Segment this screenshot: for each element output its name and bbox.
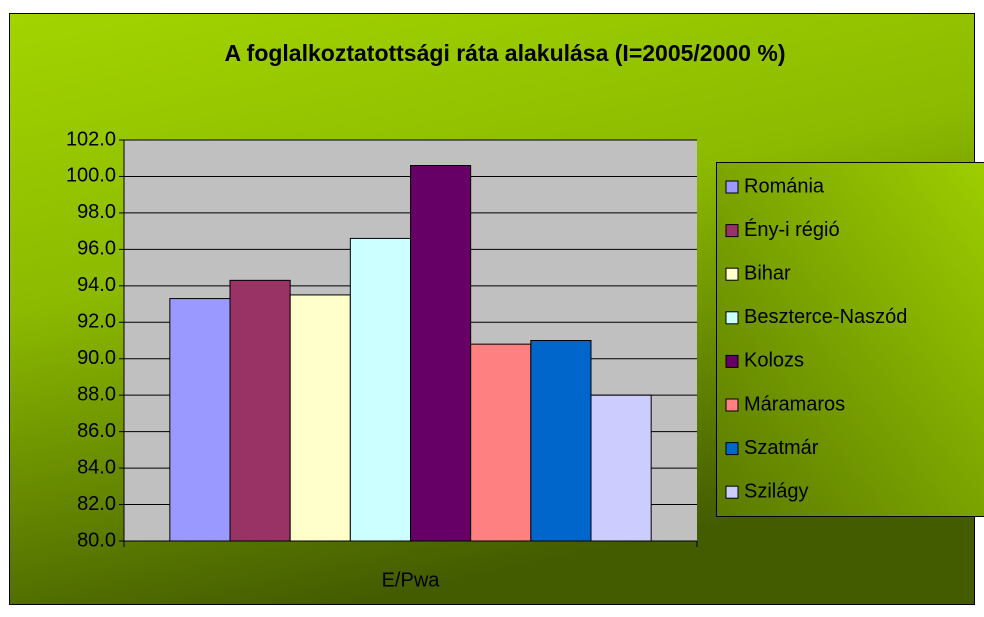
- legend: [716, 162, 984, 517]
- y-tick-label: 94.0: [77, 274, 116, 296]
- y-tick-label: 86.0: [77, 420, 116, 442]
- legend-label: Bihar: [744, 262, 791, 284]
- legend-swatch: [725, 442, 739, 456]
- bar: [349, 237, 411, 542]
- chart-title: A foglalkoztatottsági ráta alakulása (I=…: [225, 40, 786, 66]
- bar: [530, 340, 592, 542]
- bar: [590, 394, 652, 542]
- y-tick-label: 88.0: [77, 383, 116, 405]
- legend-swatch: [725, 224, 739, 238]
- legend-label: Beszterce-Naszód: [744, 306, 907, 328]
- bar: [289, 294, 351, 542]
- legend-label: Szatmár: [744, 437, 819, 459]
- legend-swatch: [725, 485, 739, 499]
- bar: [229, 279, 291, 542]
- bar: [410, 165, 472, 542]
- legend-swatch: [725, 180, 739, 194]
- legend-label: Ény-i régió: [744, 218, 840, 241]
- x-tick-label: E/Pwa: [382, 569, 441, 591]
- y-tick-label: 96.0: [77, 238, 116, 260]
- y-tick-label: 92.0: [77, 311, 116, 333]
- y-tick-label: 84.0: [77, 456, 116, 478]
- y-tick-label: 82.0: [77, 493, 116, 515]
- y-tick-label: 80.0: [77, 529, 116, 551]
- y-tick-label: 90.0: [77, 347, 116, 369]
- legend-label: Kolozs: [744, 350, 804, 372]
- legend-label: Máramaros: [744, 393, 845, 415]
- legend-swatch: [725, 311, 739, 325]
- legend-label: Szilágy: [744, 480, 808, 502]
- bar: [470, 343, 532, 542]
- y-tick-label: 102.0: [66, 128, 116, 150]
- legend-swatch: [725, 267, 739, 281]
- bar: [169, 298, 231, 542]
- y-tick-label: 100.0: [66, 165, 116, 187]
- legend-swatch: [725, 354, 739, 368]
- legend-swatch: [725, 398, 739, 412]
- legend-label: Románia: [744, 175, 825, 197]
- y-tick-label: 98.0: [77, 201, 116, 223]
